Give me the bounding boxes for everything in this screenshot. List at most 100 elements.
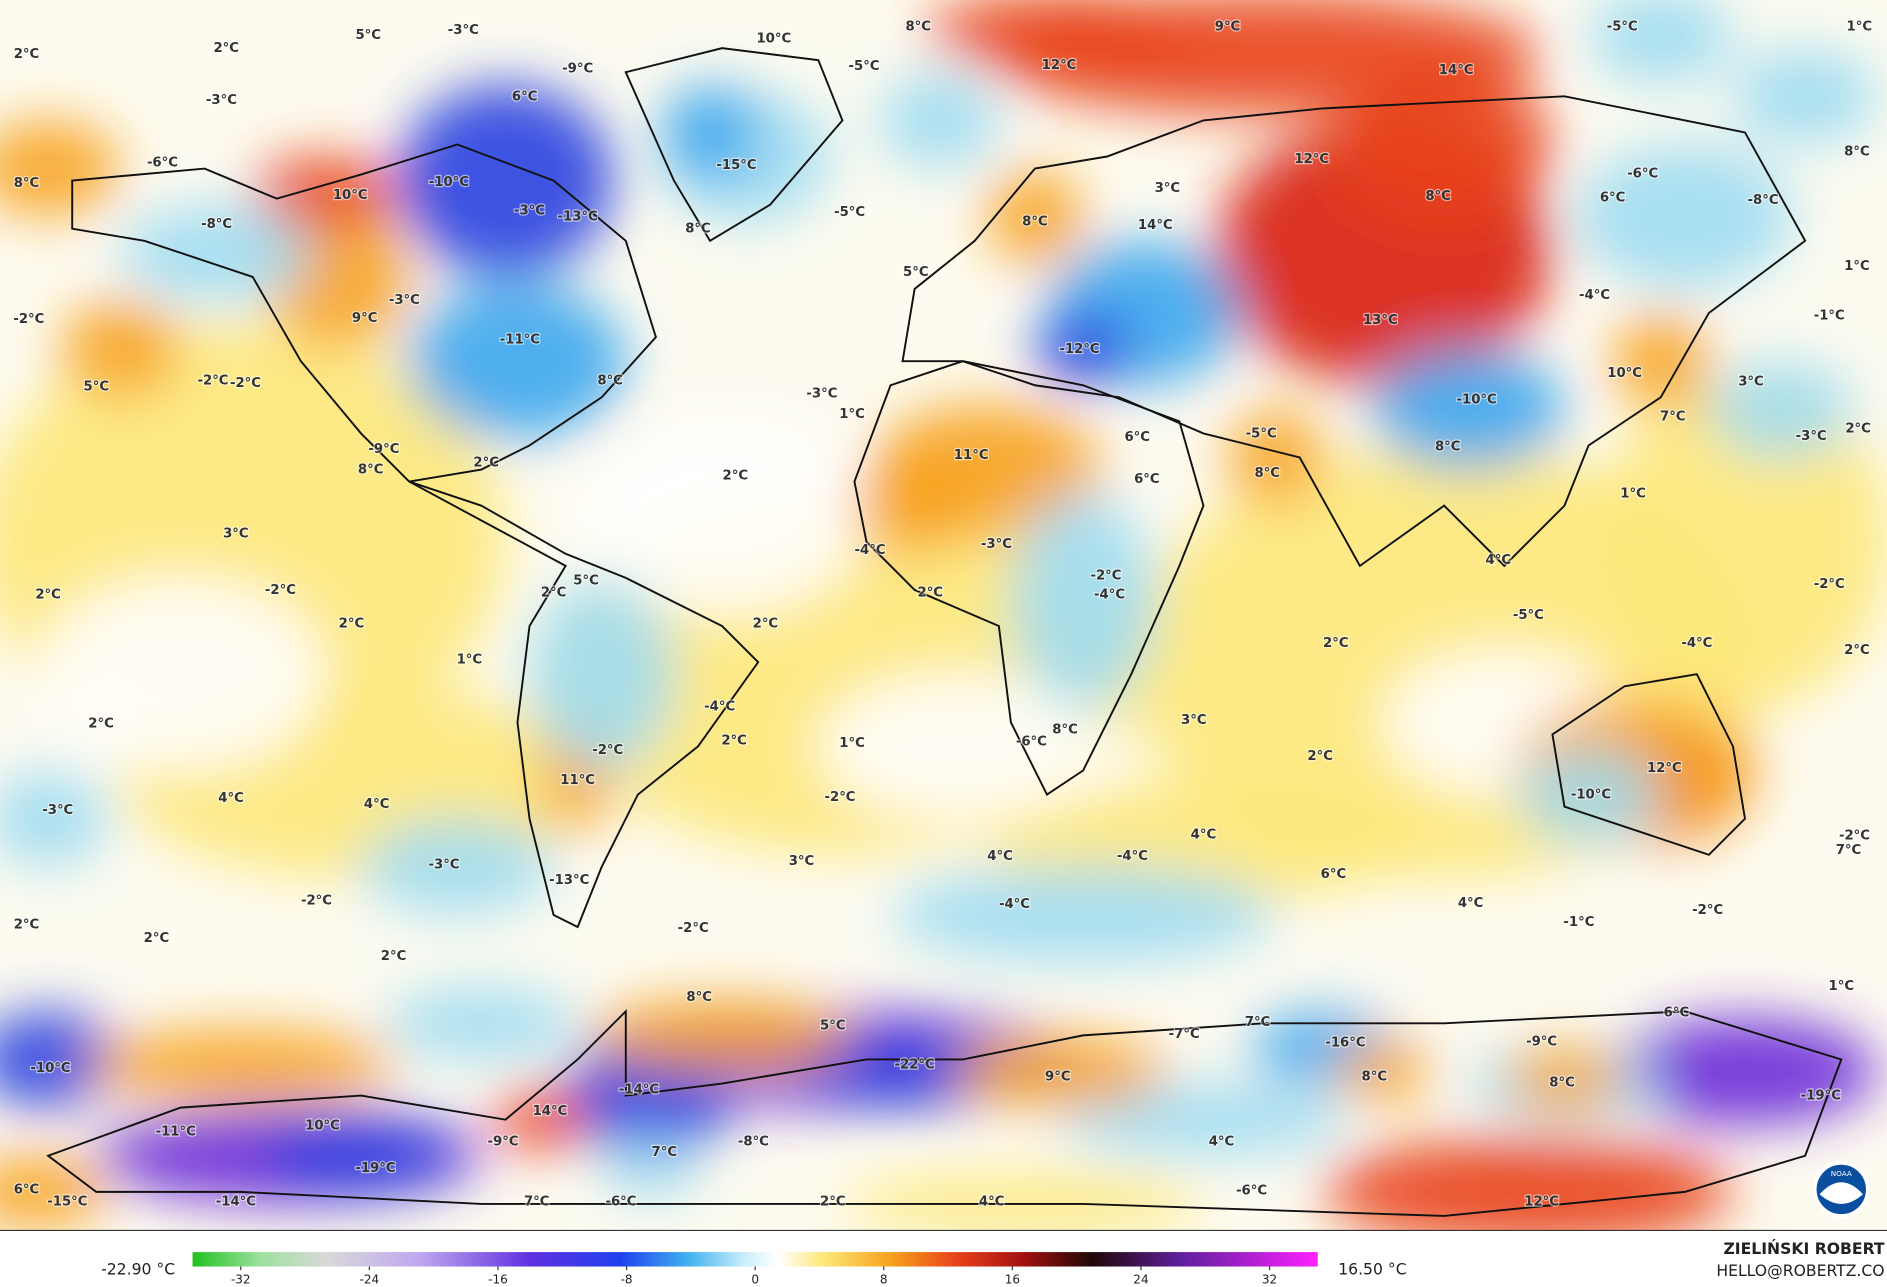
- temperature-label: -3°C: [806, 387, 837, 402]
- temperature-label: 10°C: [333, 188, 368, 203]
- temperature-label: 4°C: [979, 1195, 1005, 1210]
- temperature-blob: [818, 674, 1108, 819]
- temperature-label: -4°C: [855, 543, 886, 558]
- temperature-label: -11°C: [156, 1125, 196, 1140]
- temperature-label: -2°C: [1090, 568, 1121, 583]
- temperature-blob: [577, 421, 867, 615]
- temperature-label: 8°C: [1022, 215, 1048, 230]
- temperature-label: 1°C: [839, 407, 865, 422]
- colorbar-min-label: -22.90 °C: [101, 1260, 175, 1279]
- temperature-label: -9°C: [488, 1134, 519, 1149]
- temperature-label: 4°C: [987, 849, 1013, 864]
- noaa-logo: NOAA: [1812, 1161, 1870, 1218]
- temperature-blob: [1504, 1047, 1625, 1108]
- temperature-label: -2°C: [13, 312, 44, 327]
- colorbar-tick-label: 0: [751, 1272, 759, 1286]
- temperature-label: -15°C: [716, 158, 756, 173]
- temperature-blob: [60, 300, 181, 398]
- temperature-label: -2°C: [592, 743, 623, 758]
- temperature-label: 4°C: [1191, 827, 1217, 842]
- temperature-label: 10°C: [305, 1119, 340, 1134]
- temperature-blob: [493, 1089, 590, 1150]
- temperature-blob: [854, 457, 975, 554]
- temperature-label: -13°C: [549, 873, 589, 888]
- temperature-label: -3°C: [1796, 429, 1827, 444]
- temperature-label: 4°C: [1486, 553, 1512, 568]
- temperature-blob: [1588, 0, 1733, 85]
- temperature-label: 2°C: [753, 617, 779, 632]
- temperature-blob: [1708, 361, 1854, 458]
- temperature-label: -6°C: [1236, 1184, 1267, 1199]
- colorbar-tick-label: -8: [621, 1272, 633, 1286]
- temperature-blob: [890, 866, 1276, 964]
- temperature-blob: [1335, 1041, 1433, 1102]
- temperature-label: 8°C: [685, 222, 711, 237]
- temperature-label: 8°C: [1425, 189, 1451, 204]
- logo-text: NOAA: [1831, 1169, 1852, 1178]
- temperature-label: 6°C: [14, 1182, 40, 1197]
- colorbar-tick-label: -16: [488, 1272, 508, 1286]
- temperature-label: 7°C: [1245, 1015, 1271, 1030]
- temperature-label: 8°C: [14, 176, 40, 191]
- temperature-label: 6°C: [1321, 867, 1347, 882]
- temperature-label: -13°C: [558, 210, 598, 225]
- temperature-label: -12°C: [1059, 342, 1099, 357]
- temperature-label: 12°C: [1524, 1195, 1559, 1210]
- temperature-label: 9°C: [1045, 1069, 1071, 1084]
- temperature-label: -2°C: [301, 894, 332, 909]
- temperature-label: -5°C: [834, 205, 865, 220]
- temperature-label: 2°C: [723, 469, 749, 484]
- temperature-label: 11°C: [560, 773, 595, 788]
- temperature-label: 4°C: [1458, 896, 1484, 911]
- temperature-label: 3°C: [789, 854, 815, 869]
- temperature-label: 8°C: [1549, 1075, 1575, 1090]
- temperature-label: 8°C: [1052, 723, 1078, 738]
- colorbar-max-label: 16.50 °C: [1338, 1260, 1406, 1279]
- temperature-label: -8°C: [201, 217, 232, 232]
- temperature-label: 8°C: [1254, 466, 1280, 481]
- temperature-label: 7°C: [1660, 410, 1686, 425]
- colorbar-ticks: -32 -24 -16 -8 0 8 16 24 32: [231, 1266, 1277, 1286]
- temperature-blob: [84, 1029, 398, 1102]
- temperature-label: 8°C: [1435, 440, 1461, 455]
- temperature-label: 8°C: [1844, 145, 1870, 160]
- temperature-label: 2°C: [35, 588, 61, 603]
- colorbar-tick-label: 24: [1133, 1272, 1148, 1286]
- temperature-blob: [986, 168, 1084, 265]
- colorbar: [192, 1252, 1318, 1267]
- temperature-label: 3°C: [1155, 181, 1181, 196]
- temperature-label: 1°C: [1620, 487, 1646, 502]
- temperature-blob: [601, 1137, 698, 1198]
- temperature-label: -3°C: [514, 204, 545, 219]
- coastlines: [46, 47, 1843, 1217]
- temperature-label: 5°C: [573, 573, 599, 588]
- temperature-label: 8°C: [597, 373, 623, 388]
- temperature-label: -19°C: [355, 1161, 395, 1176]
- temperature-label: 7°C: [652, 1145, 678, 1160]
- temperature-label: -14°C: [619, 1083, 659, 1098]
- temperature-label: 2°C: [381, 949, 407, 964]
- temperature-label: -6°C: [605, 1195, 636, 1210]
- temperature-label: -2°C: [824, 790, 855, 805]
- temperature-blob: [361, 818, 554, 915]
- temperature-label: 14°C: [1439, 63, 1474, 78]
- temperature-label: 10°C: [756, 32, 791, 47]
- temperature-label: -5°C: [849, 59, 880, 74]
- temperature-label: -3°C: [448, 23, 479, 38]
- temperature-field: [0, 0, 1887, 1247]
- temperature-label: 4°C: [364, 797, 390, 812]
- temperature-label: 4°C: [218, 791, 244, 806]
- temperature-labels: 2°C 2°C5°C -3°C10°C8°C 9°C -5°C 1°C-3°C-9°C6°…: [12, 18, 1873, 1210]
- temperature-label: 6°C: [1124, 430, 1150, 445]
- temperature-blob: [950, 1035, 1168, 1108]
- temperature-label: -4°C: [704, 700, 735, 715]
- temperature-label: -2°C: [1814, 577, 1845, 592]
- temperature-blob: [264, 1119, 458, 1192]
- temperature-label: 1°C: [1847, 19, 1873, 34]
- temperature-blob: [1516, 746, 1661, 843]
- temperature-label: -3°C: [389, 293, 420, 308]
- temperature-label: -11°C: [500, 333, 540, 348]
- colorbar-tick-label: -24: [360, 1272, 380, 1286]
- temperature-label: -10°C: [1571, 788, 1611, 803]
